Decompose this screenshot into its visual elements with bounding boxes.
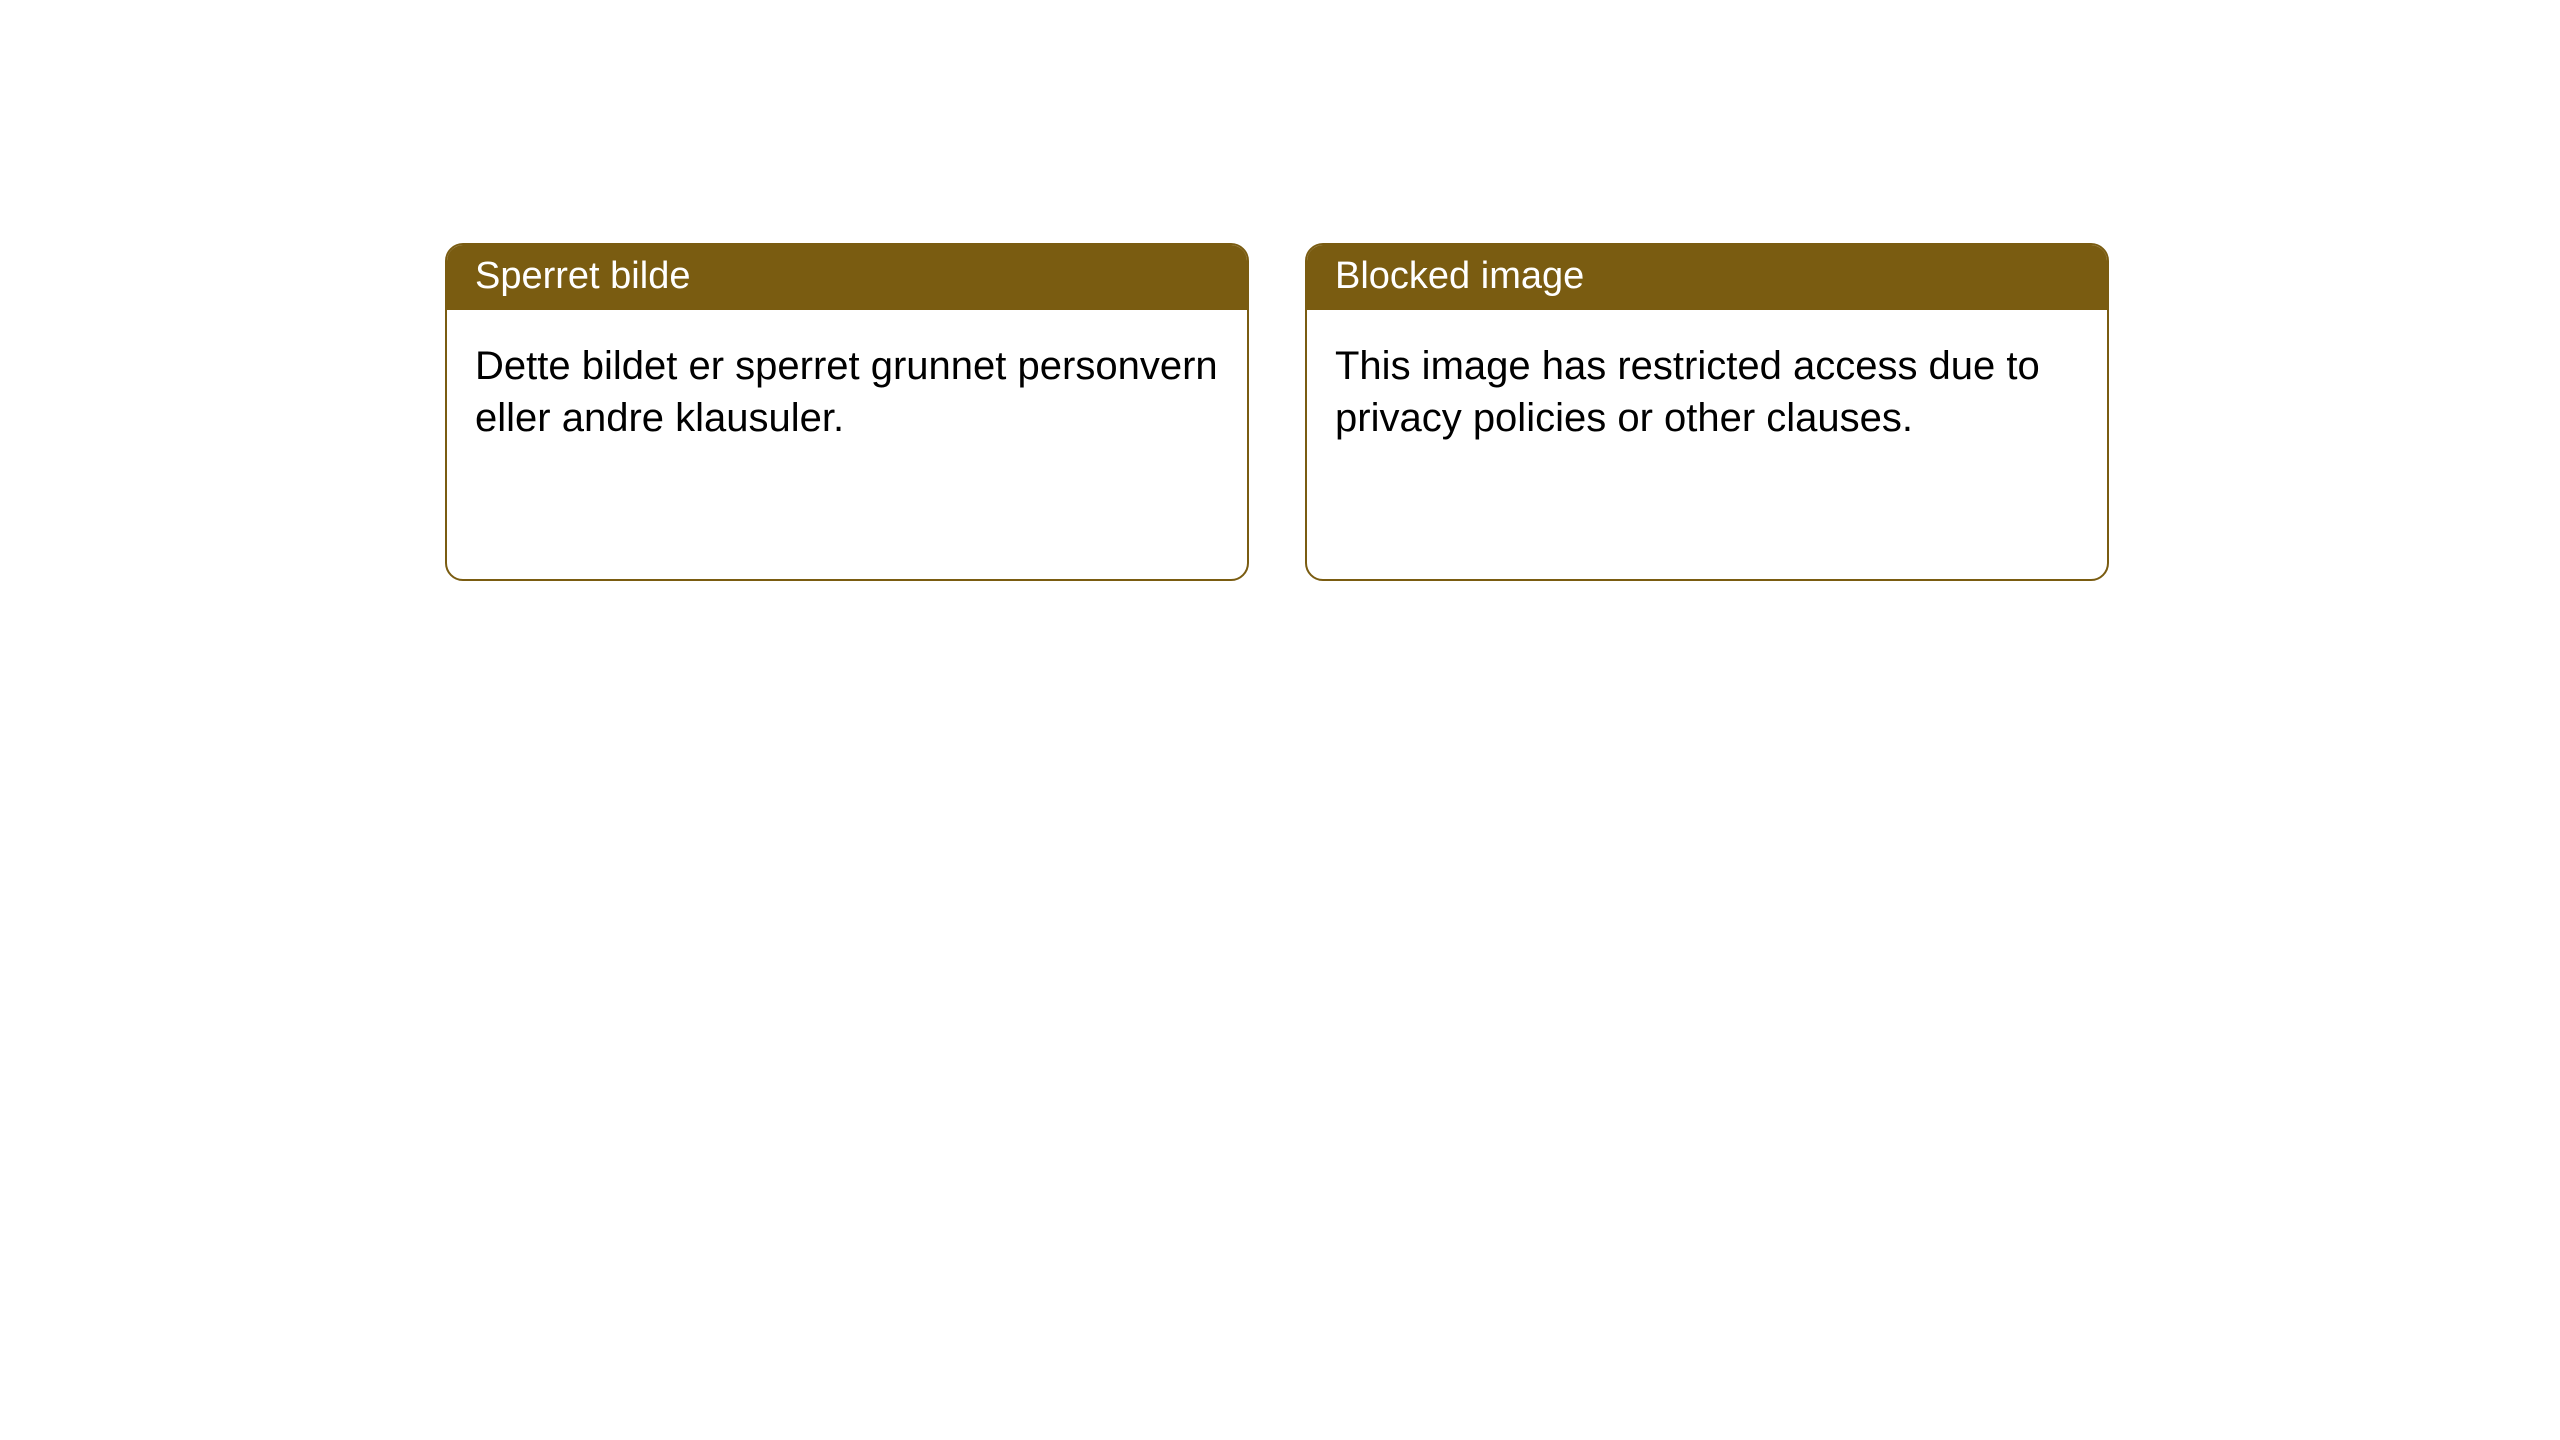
notice-card-norwegian: Sperret bilde Dette bildet er sperret gr… bbox=[445, 243, 1249, 581]
notice-container: Sperret bilde Dette bildet er sperret gr… bbox=[0, 0, 2560, 581]
notice-card-title: Blocked image bbox=[1307, 245, 2107, 310]
notice-card-body: This image has restricted access due to … bbox=[1307, 310, 2107, 474]
notice-card-title: Sperret bilde bbox=[447, 245, 1247, 310]
notice-card-body: Dette bildet er sperret grunnet personve… bbox=[447, 310, 1247, 474]
notice-card-english: Blocked image This image has restricted … bbox=[1305, 243, 2109, 581]
